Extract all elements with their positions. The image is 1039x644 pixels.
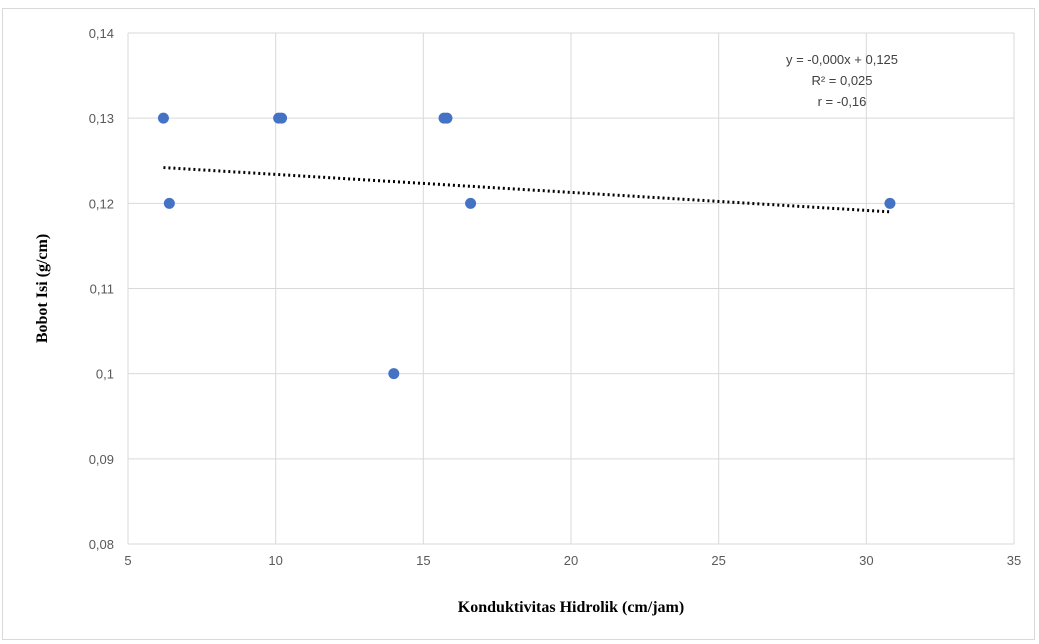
x-tick-labels: 5 10 15 20 25 30 35 — [124, 553, 1021, 568]
x-tick-label: 15 — [416, 553, 430, 568]
y-tick-label: 0,13 — [89, 111, 114, 126]
y-tick-labels: 0,08 0,09 0,1 0,11 0,12 0,13 0,14 — [89, 26, 114, 552]
data-point — [884, 197, 896, 209]
x-tick-label: 25 — [711, 553, 725, 568]
y-tick-label: 0,09 — [89, 452, 114, 467]
data-point — [388, 368, 400, 380]
data-point — [276, 112, 288, 124]
x-tick-label: 5 — [124, 553, 131, 568]
data-point — [441, 112, 453, 124]
equation-line: r = -0,16 — [818, 94, 867, 109]
equation-line: y = -0,000x + 0,125 — [786, 52, 898, 67]
equation-line: R² = 0,025 — [811, 73, 872, 88]
y-tick-label: 0,08 — [89, 537, 114, 552]
x-tick-label: 20 — [564, 553, 578, 568]
y-tick-label: 0,11 — [90, 282, 114, 297]
chart-frame: 5 10 15 20 25 30 35 0,08 0,09 0,1 0,11 0,12 0,13 0,1… — [2, 8, 1035, 640]
x-tick-label: 30 — [859, 553, 873, 568]
trendline — [163, 166, 891, 214]
x-tick-label: 10 — [268, 553, 282, 568]
y-tick-label: 0,12 — [89, 196, 114, 211]
points-layer — [157, 112, 896, 380]
x-tick-label: 35 — [1007, 553, 1021, 568]
data-point — [465, 197, 477, 209]
y-tick-label: 0,14 — [89, 26, 114, 41]
x-axis-title: Konduktivitas Hidrolik (cm/jam) — [458, 599, 684, 616]
grid-layer — [127, 32, 1015, 545]
trendline-layer — [163, 166, 891, 214]
data-point — [163, 197, 175, 209]
scatter-chart: 5 10 15 20 25 30 35 0,08 0,09 0,1 0,11 0,12 0,13 0,1… — [34, 26, 1021, 616]
data-point — [157, 112, 169, 124]
y-tick-label: 0,1 — [96, 367, 114, 382]
y-axis-title: Bobot Isi (g/cm) — [34, 234, 51, 343]
trendline-equation: y = -0,000x + 0,125 R² = 0,025 r = -0,16 — [786, 52, 898, 109]
